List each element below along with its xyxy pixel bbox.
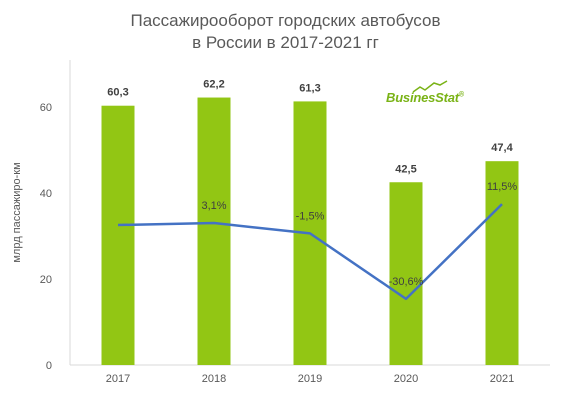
businesstat-logo: BusinesStat® bbox=[386, 90, 464, 105]
x-tick-label: 2018 bbox=[202, 373, 226, 385]
y-tick-label: 40 bbox=[40, 188, 52, 200]
logo-wave-icon bbox=[412, 80, 448, 93]
bar bbox=[197, 97, 231, 365]
chart-title-line-2: в России в 2017-2021 гг bbox=[192, 33, 379, 52]
y-axis-title: млрд пассажиро-км bbox=[11, 162, 23, 262]
growth-label: 3,1% bbox=[201, 200, 226, 212]
bar-value-label: 60,3 bbox=[107, 87, 128, 99]
x-tick-label: 2021 bbox=[490, 373, 514, 385]
logo-text: BusinesStat bbox=[386, 90, 459, 105]
bar bbox=[101, 105, 135, 366]
chart-title: Пассажирооборот городских автобусов в Ро… bbox=[0, 10, 571, 54]
growth-label: -30,6% bbox=[389, 276, 424, 288]
chart-title-line-1: Пассажирооборот городских автобусов bbox=[130, 11, 441, 30]
x-tick-label: 2019 bbox=[298, 373, 322, 385]
growth-label: -1,5% bbox=[296, 210, 325, 222]
logo-registered: ® bbox=[458, 91, 464, 99]
x-tick-label: 2020 bbox=[394, 373, 418, 385]
growth-label: 11,5% bbox=[487, 181, 518, 193]
bar-value-label: 61,3 bbox=[299, 82, 320, 94]
y-tick-label: 60 bbox=[40, 102, 52, 114]
bar bbox=[485, 161, 519, 365]
y-tick-label: 20 bbox=[40, 274, 52, 286]
bar-value-label: 62,2 bbox=[203, 79, 224, 91]
bar bbox=[389, 182, 423, 365]
bar-value-label: 42,5 bbox=[395, 163, 416, 175]
y-tick-label: 0 bbox=[46, 360, 52, 372]
x-tick-label: 2017 bbox=[106, 373, 130, 385]
bar-value-label: 47,4 bbox=[491, 142, 513, 154]
growth-line bbox=[117, 203, 503, 301]
